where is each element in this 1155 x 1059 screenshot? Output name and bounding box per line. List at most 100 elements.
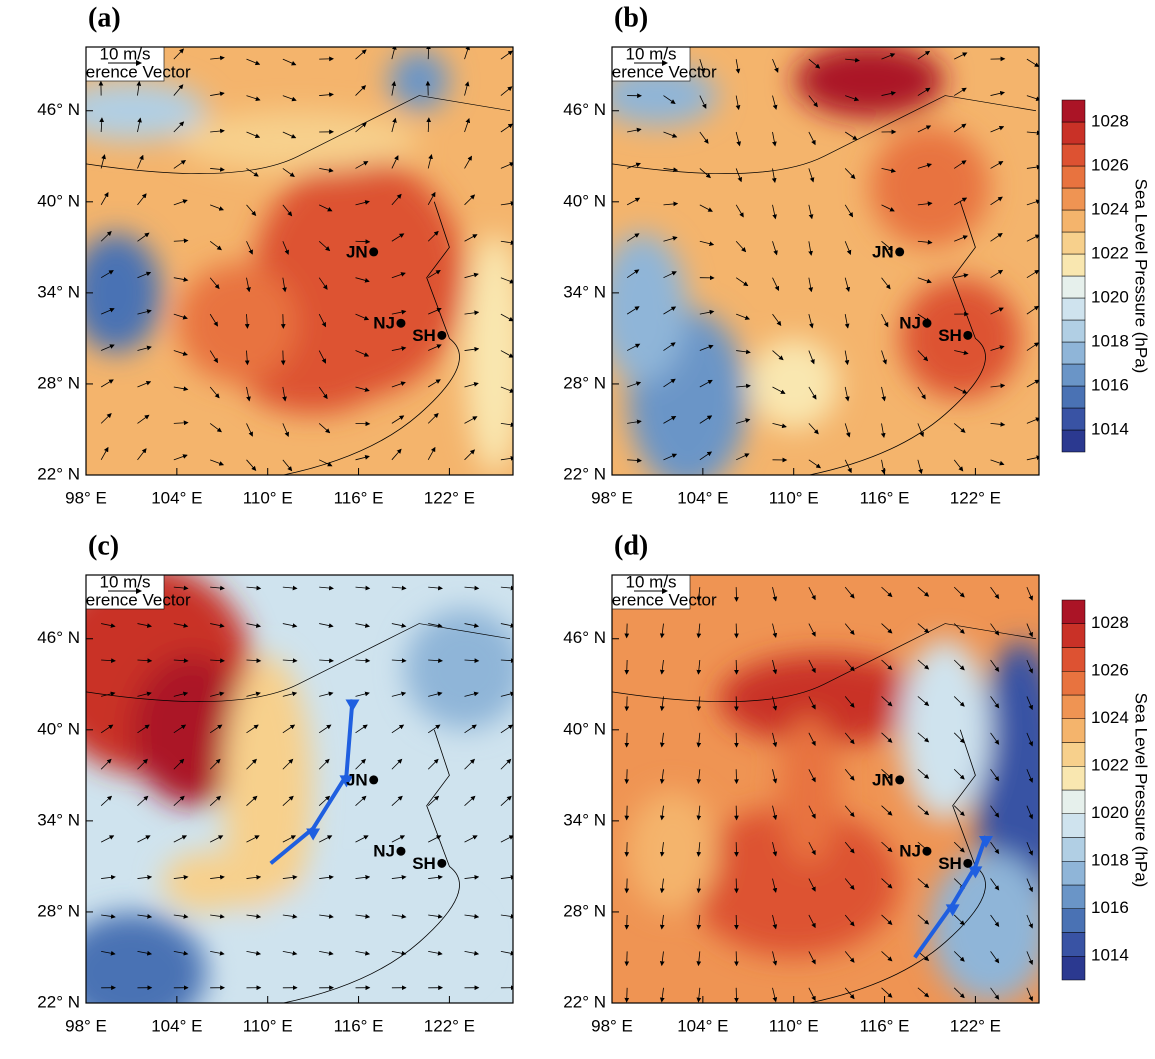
x-tick-label: 98° E — [65, 488, 107, 507]
city-label: SH — [412, 326, 436, 345]
y-tick-label: 28° N — [563, 901, 606, 920]
colorbar-title: Sea Level Pressure (hPa) — [1132, 179, 1151, 374]
ref-label: Reference Vector — [59, 590, 191, 609]
colorbar-tick-label: 1016 — [1091, 898, 1129, 917]
colorbar-box — [1062, 933, 1085, 957]
pressure-blob — [389, 50, 449, 110]
pressure-blob — [870, 127, 990, 247]
x-tick-label: 104° E — [677, 1016, 728, 1035]
y-tick-label: 46° N — [37, 628, 80, 647]
x-tick-label: 122° E — [950, 1016, 1001, 1035]
x-tick-label: 110° E — [243, 488, 293, 507]
colorbar-box — [1062, 909, 1085, 933]
pressure-blob — [465, 234, 525, 474]
wind-arrow — [627, 696, 628, 710]
wind-arrow — [627, 660, 628, 674]
colorbar-box — [1062, 885, 1085, 909]
city-label: JN — [872, 770, 894, 789]
x-tick-label: 122° E — [424, 488, 475, 507]
x-tick-label: 116° E — [334, 488, 384, 507]
colorbar-tick-label: 1014 — [1091, 946, 1129, 965]
city-dot — [922, 847, 931, 856]
wind-arrow — [627, 769, 628, 783]
city-dot — [437, 331, 446, 340]
x-tick-label: 98° E — [65, 1016, 107, 1035]
wind-arrow — [283, 314, 284, 328]
colorbar-box — [1062, 364, 1085, 386]
y-tick-label: 40° N — [563, 719, 606, 738]
city-label: JN — [872, 242, 894, 261]
wind-arrow — [627, 988, 628, 1002]
colorbar-tick-label: 1022 — [1091, 756, 1129, 775]
colorbar-box — [1062, 298, 1085, 320]
city-label: SH — [938, 326, 962, 345]
pressure-blob — [178, 111, 418, 171]
colorbar-tick-label: 1022 — [1091, 243, 1129, 262]
colorbar-box — [1062, 861, 1085, 885]
colorbar-tick-label: 1024 — [1091, 199, 1129, 218]
colorbar-box — [1062, 320, 1085, 342]
city-label: NJ — [899, 314, 921, 333]
colorbar-box — [1062, 766, 1085, 790]
colorbar-tick-label: 1018 — [1091, 851, 1129, 870]
colorbar-box — [1062, 122, 1085, 144]
ref-label: Reference Vector — [59, 62, 191, 81]
pressure-blob — [779, 716, 839, 866]
colorbar-box — [1062, 342, 1085, 364]
city-dot — [963, 859, 972, 868]
y-tick-label: 34° N — [563, 810, 606, 829]
y-tick-label: 34° N — [563, 282, 606, 301]
x-tick-label: 110° E — [243, 1016, 293, 1035]
y-tick-label: 28° N — [37, 901, 80, 920]
x-tick-label: 122° E — [950, 488, 1001, 507]
pressure-blob — [162, 852, 252, 912]
colorbar-box — [1062, 719, 1085, 743]
x-tick-label: 104° E — [151, 1016, 202, 1035]
wind-arrow — [627, 879, 628, 893]
x-tick-label: 98° E — [591, 1016, 633, 1035]
pressure-blob — [749, 339, 839, 429]
pressure-blob — [900, 640, 990, 820]
colorbar-box — [1062, 600, 1085, 624]
x-tick-label: 98° E — [591, 488, 633, 507]
x-tick-label: 116° E — [860, 488, 910, 507]
y-tick-label: 22° N — [563, 464, 606, 483]
colorbar-tick-label: 1026 — [1091, 155, 1129, 174]
city-label: SH — [938, 854, 962, 873]
colorbar-tick-label: 1016 — [1091, 375, 1129, 394]
y-tick-label: 22° N — [37, 464, 80, 483]
pressure-blob — [71, 233, 161, 353]
colorbar-box — [1062, 838, 1085, 862]
colorbar-box — [1062, 100, 1085, 122]
colorbar-tick-label: 1028 — [1091, 111, 1129, 130]
map-field: JNNJSH10 m/sReference Vector — [585, 572, 1066, 1010]
city-dot — [396, 319, 405, 328]
map-panel: JNNJSH10 m/sReference Vector(a)98° E104°… — [37, 2, 525, 507]
y-tick-label: 46° N — [563, 100, 606, 119]
panel-label: (a) — [88, 2, 121, 33]
panel-label: (b) — [614, 2, 648, 33]
panel-label: (d) — [614, 530, 648, 561]
city-label: JN — [346, 242, 368, 261]
colorbar-box — [1062, 232, 1085, 254]
map-panel: JNNJSH10 m/sReference Vector(c)98° E104°… — [37, 530, 524, 1035]
pressure-blob — [56, 913, 206, 1033]
x-tick-label: 110° E — [769, 488, 819, 507]
x-tick-label: 104° E — [677, 488, 728, 507]
wind-arrow — [627, 915, 628, 929]
colorbar-tick-label: 1020 — [1091, 803, 1129, 822]
colorbar-box — [1062, 210, 1085, 232]
colorbar-box — [1062, 144, 1085, 166]
y-tick-label: 34° N — [37, 810, 80, 829]
city-dot — [963, 331, 972, 340]
y-tick-label: 40° N — [37, 719, 80, 738]
colorbar-box — [1062, 743, 1085, 767]
colorbar-box — [1062, 671, 1085, 695]
colorbar-tick-label: 1026 — [1091, 661, 1129, 680]
pressure-blob — [405, 609, 525, 729]
city-label: SH — [412, 854, 436, 873]
city-dot — [369, 247, 378, 256]
pressure-blob — [794, 43, 944, 118]
map-field: JNNJSH10 m/sReference Vector — [42, 564, 525, 1033]
